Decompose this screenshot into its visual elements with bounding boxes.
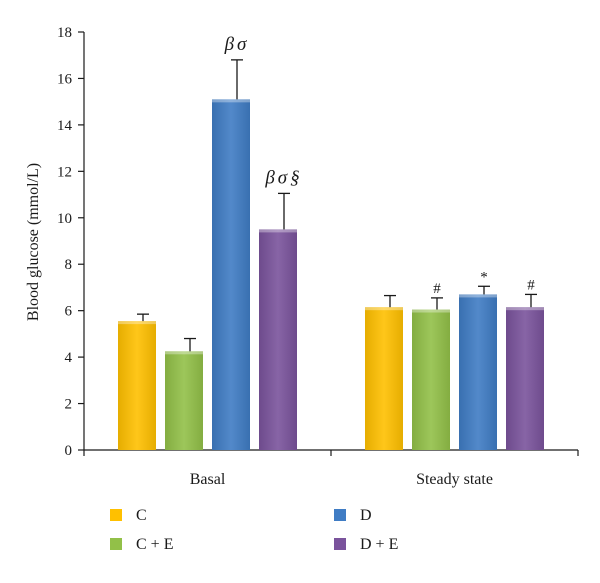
x-axis: Basal Steady state	[83, 449, 579, 488]
legend-label: D + E	[360, 536, 398, 553]
bars	[118, 59, 544, 450]
bar-highlight	[118, 321, 156, 325]
bar-highlight	[259, 229, 297, 233]
y-tick-label: 18	[57, 25, 72, 41]
y-axis: 0 2 4 6 8 10 12 14 16 18	[57, 25, 85, 459]
significance-annotation: #	[433, 281, 441, 297]
significance-annotation: #	[527, 277, 535, 293]
bar-highlight	[165, 351, 203, 355]
legend-label: C	[136, 507, 147, 524]
legend-swatch	[110, 509, 122, 521]
y-tick-label: 12	[57, 164, 72, 180]
y-tick-label: 4	[65, 350, 73, 366]
y-tick-label: 10	[57, 211, 72, 227]
y-tick-label: 2	[65, 397, 73, 413]
significance-annotation: βσ§	[264, 167, 302, 188]
y-tick-label: 8	[65, 257, 73, 273]
bar-shade	[118, 321, 156, 450]
y-tick-label: 14	[57, 118, 73, 134]
bar-shade	[212, 99, 250, 450]
legend-label: D	[360, 507, 372, 524]
bar-highlight	[212, 99, 250, 103]
bar-shade	[506, 307, 544, 450]
bar-shade	[459, 294, 497, 450]
bar-highlight	[365, 307, 403, 311]
y-axis-label: Blood glucose (mmol/L)	[25, 163, 42, 321]
y-tick-label: 6	[65, 304, 73, 320]
legend-swatch	[334, 538, 346, 550]
y-tick-label: 0	[65, 443, 73, 459]
bar-shade	[365, 307, 403, 450]
bar-highlight	[412, 309, 450, 313]
bar-highlight	[459, 294, 497, 298]
significance-annotation: *	[480, 269, 488, 285]
legend-swatch	[110, 538, 122, 550]
legend-swatch	[334, 509, 346, 521]
bar-shade	[165, 351, 203, 450]
bar-shade	[412, 309, 450, 450]
x-category-label: Steady state	[416, 471, 493, 488]
x-category-label: Basal	[190, 471, 226, 488]
significance-annotation: βσ	[224, 34, 250, 55]
bar-shade	[259, 229, 297, 450]
legend-label: C + E	[136, 536, 173, 553]
annotations: βσ βσ§ # * #	[224, 34, 536, 297]
legend: C C + E D D + E	[110, 507, 398, 553]
bar-highlight	[506, 307, 544, 311]
y-tick-label: 16	[57, 71, 73, 87]
